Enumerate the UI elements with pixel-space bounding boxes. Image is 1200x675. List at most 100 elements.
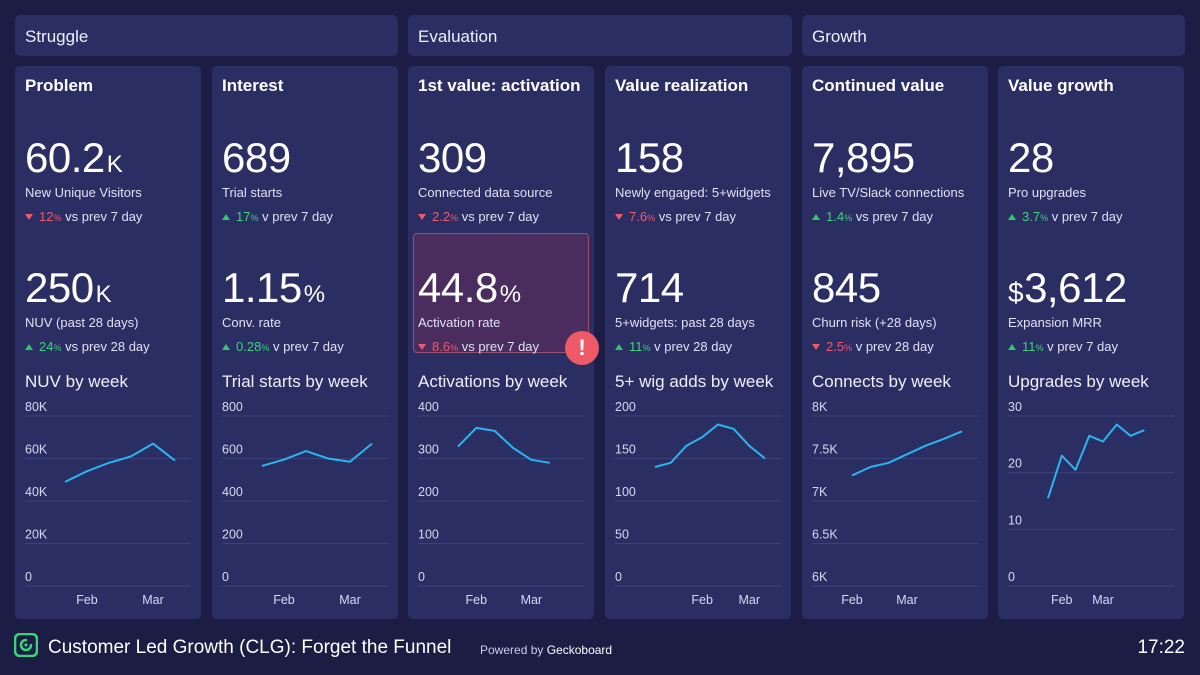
y-tick-label: 600 — [222, 443, 243, 457]
metric-value: 158 — [615, 134, 684, 182]
panel-title: Interest — [222, 76, 284, 95]
delta-value: 7.6 — [629, 209, 648, 224]
y-tick-label: 100 — [418, 528, 439, 542]
x-tick-label: Mar — [739, 593, 761, 607]
metric-number: 689 — [222, 134, 291, 181]
delta-compare: v prev 7 day — [1051, 209, 1123, 224]
metric-value: 689 — [222, 134, 291, 182]
powered-by-prefix: Powered by — [480, 643, 544, 657]
y-tick-label: 0 — [615, 570, 622, 584]
group-header-label: Struggle — [25, 27, 89, 46]
panel-4: Value realization 158 Newly engaged: 5+wid… — [605, 66, 791, 619]
delta-value: 2.5 — [826, 339, 845, 354]
panel-6: Value growth 28 Pro upgrades 3.7% v prev 7 … — [998, 66, 1184, 619]
x-tick-label: Feb — [273, 593, 295, 607]
alert-icon[interactable]: ! — [565, 331, 599, 365]
powered-by-brand[interactable]: Geckoboard — [546, 643, 613, 657]
group-header-growth: Growth — [802, 15, 1185, 56]
y-tick-label: 0 — [222, 570, 229, 584]
delta-value: 2.2 — [432, 209, 451, 224]
metric-label: Churn risk (+28 days) — [812, 315, 937, 330]
delta-percent-sign: % — [647, 213, 656, 223]
line-chart: 0 20K 40K 60K 80K Feb Mar — [25, 400, 191, 607]
chart-title: Trial starts by week — [222, 372, 368, 391]
metric-delta: 2.2% vs prev 7 day — [418, 209, 539, 224]
panel-title: Value realization — [615, 76, 749, 95]
delta-compare: v prev 28 day — [654, 339, 733, 354]
panel-title: 1st value: activation — [418, 76, 581, 95]
delta-percent-sign: % — [250, 213, 259, 223]
x-tick-label: Feb — [466, 593, 488, 607]
delta-percent: 11% — [629, 339, 651, 354]
delta-value: 8.6 — [432, 339, 451, 354]
powered-by: Powered by Geckoboard — [480, 643, 612, 657]
y-tick-label: 60K — [25, 443, 48, 457]
chart-title: Activations by week — [418, 372, 568, 391]
chart-title: Connects by week — [812, 372, 951, 391]
series-line — [261, 442, 373, 467]
metric-unit: K — [95, 281, 112, 308]
delta-percent-sign: % — [450, 213, 459, 223]
metric-number: 44.8 — [418, 264, 498, 311]
alert-highlight — [413, 233, 589, 353]
delta-compare: v prev 7 day — [262, 209, 333, 224]
metric-number: 7,895 — [812, 134, 915, 181]
metric-delta: 3.7% v prev 7 day — [1008, 209, 1123, 224]
y-tick-label: 200 — [615, 400, 636, 414]
chart-title: 5+ wig adds by week — [615, 372, 774, 391]
series-line — [457, 426, 550, 464]
metric-value: 714 — [615, 264, 684, 312]
metric-delta: 7.6% vs prev 7 day — [615, 209, 736, 224]
metric-number: 1.15 — [222, 264, 302, 311]
delta-compare: vs prev 7 day — [461, 209, 540, 224]
metric-number: 309 — [418, 134, 487, 181]
trend-up-icon — [222, 214, 230, 220]
metric-label: NUV (past 28 days) — [25, 315, 139, 330]
delta-percent: 2.2% — [432, 209, 458, 224]
delta-compare: vs prev 28 day — [65, 339, 150, 354]
y-tick-label: 20K — [25, 528, 48, 542]
line-chart: 0 200 400 600 800 Feb Mar — [222, 400, 388, 607]
chart-title: NUV by week — [25, 372, 128, 391]
panel-title: Continued value — [812, 76, 945, 95]
trend-down-icon — [25, 214, 33, 220]
y-tick-label: 0 — [1008, 570, 1015, 584]
x-tick-label: Feb — [1051, 593, 1073, 607]
y-tick-label: 800 — [222, 400, 243, 414]
x-tick-label: Mar — [339, 593, 361, 607]
chart-title: Upgrades by week — [1008, 372, 1149, 391]
metric-label: Live TV/Slack connections — [812, 185, 965, 200]
metric-number: 158 — [615, 134, 684, 181]
delta-value: 3.7 — [1022, 209, 1041, 224]
y-tick-label: 150 — [615, 443, 636, 457]
metric-label: New Unique Visitors — [25, 185, 142, 200]
trend-down-icon — [615, 214, 623, 220]
clock-time: 17:22 — [1137, 637, 1185, 658]
panel-3: 1st value: activation 309 Connected data s… — [408, 66, 594, 619]
metric-label: Conv. rate — [222, 315, 282, 330]
y-tick-label: 0 — [418, 570, 425, 584]
y-tick-label: 80K — [25, 400, 48, 414]
x-tick-label: Mar — [1092, 593, 1114, 607]
metric-value: 44.8% — [418, 264, 521, 312]
x-tick-label: Feb — [841, 593, 863, 607]
series-line — [851, 430, 963, 477]
y-tick-label: 6K — [812, 570, 828, 584]
delta-compare: v prev 7 day — [272, 339, 344, 354]
geckoboard-logo-icon — [14, 633, 38, 657]
y-tick-label: 400 — [418, 400, 439, 414]
delta-value: 11 — [1022, 339, 1036, 354]
metric-value: 250K — [25, 264, 112, 312]
group-header-label: Evaluation — [418, 27, 498, 46]
x-tick-label: Feb — [691, 593, 713, 607]
metric-value: 28 — [1008, 134, 1054, 182]
x-tick-label: Feb — [76, 593, 98, 607]
delta-value: 1.4 — [826, 209, 845, 224]
metric-delta: 24% vs prev 28 day — [25, 339, 150, 354]
y-tick-label: 40K — [25, 485, 48, 499]
trend-down-icon — [418, 344, 426, 350]
metric-delta: 2.5% v prev 28 day — [812, 339, 934, 354]
metric-number: 714 — [615, 264, 684, 311]
trend-up-icon — [25, 344, 33, 350]
delta-value: 24 — [39, 339, 54, 354]
